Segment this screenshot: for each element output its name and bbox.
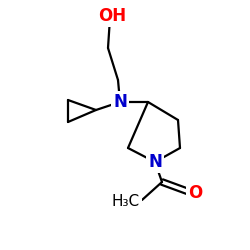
Text: OH: OH xyxy=(98,7,126,25)
Text: N: N xyxy=(113,93,127,111)
Text: O: O xyxy=(188,184,202,202)
Text: H₃C: H₃C xyxy=(112,194,140,210)
Text: N: N xyxy=(148,153,162,171)
